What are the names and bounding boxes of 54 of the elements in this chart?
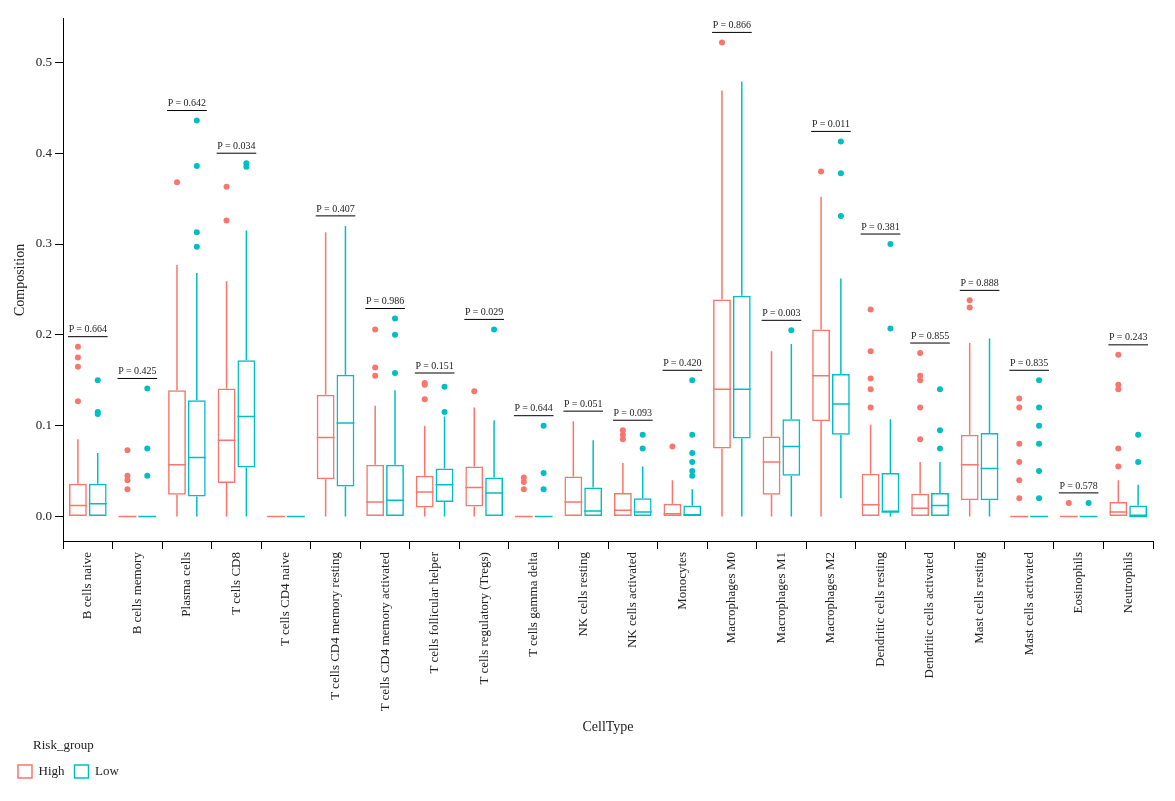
x-tick-label: NK cells resting bbox=[574, 551, 590, 637]
annotation: P = 0.381 bbox=[861, 220, 900, 232]
y-tick-label: 0.3 bbox=[35, 235, 53, 251]
x-tick-label: Eosinophils bbox=[1070, 552, 1086, 614]
legend-title: Risk_group bbox=[33, 737, 94, 753]
x-tick-label: T cells CD8 bbox=[227, 552, 243, 615]
x-tick-label: Monocytes bbox=[673, 552, 689, 610]
annotation: P = 0.420 bbox=[663, 356, 702, 368]
annotation: P = 0.425 bbox=[118, 365, 157, 377]
annotation: P = 0.003 bbox=[762, 306, 801, 318]
x-tick-label: Dendritic cells resting bbox=[871, 551, 887, 667]
x-tick-label: T cells CD4 memory resting bbox=[326, 551, 342, 700]
y-tick-label: 0.2 bbox=[35, 326, 53, 342]
x-tick-label: T cells CD4 naive bbox=[277, 551, 293, 647]
annotation: P = 0.011 bbox=[811, 118, 850, 130]
x-tick-label: B cells naive bbox=[79, 551, 95, 620]
annotation: P = 0.866 bbox=[712, 19, 752, 31]
annotation: P = 0.664 bbox=[68, 323, 107, 335]
y-axis-title: Composition bbox=[12, 243, 28, 317]
x-tick-label: Macrophages M0 bbox=[723, 552, 739, 644]
annotation: P = 0.986 bbox=[365, 295, 405, 307]
annotation: P = 0.835 bbox=[1009, 356, 1049, 368]
y-tick-label: 0.4 bbox=[35, 144, 53, 160]
x-tick-label: T cells gamma delta bbox=[525, 551, 541, 657]
x-tick-label: Dendritic cells activated bbox=[921, 551, 937, 679]
x-tick-label: Macrophages M1 bbox=[772, 552, 788, 644]
annotation: P = 0.644 bbox=[514, 402, 553, 414]
y-tick-label: 0.1 bbox=[35, 417, 53, 433]
annotation: P = 0.051 bbox=[564, 397, 603, 409]
annotation: P = 0.407 bbox=[316, 202, 355, 214]
annotation: P = 0.578 bbox=[1059, 479, 1098, 491]
annotation: P = 0.642 bbox=[167, 97, 207, 109]
annotation: P = 0.855 bbox=[910, 329, 950, 341]
x-tick-label: Mast cells resting bbox=[971, 551, 987, 644]
x-tick-label: T cells follicular helper bbox=[426, 551, 442, 674]
x-tick-label: B cells memory bbox=[128, 551, 144, 635]
annotation: P = 0.243 bbox=[1109, 331, 1148, 343]
annotation: P = 0.151 bbox=[415, 359, 454, 371]
annotation: P = 0.034 bbox=[217, 139, 256, 151]
x-tick-label: Macrophages M2 bbox=[822, 552, 838, 644]
annotation: P = 0.888 bbox=[960, 276, 999, 288]
x-tick-label: Mast cells activated bbox=[1020, 551, 1036, 656]
x-tick-label: T cells regulatory (Tregs) bbox=[475, 552, 491, 685]
y-tick-label: 0.0 bbox=[35, 507, 53, 523]
x-tick-label: NK cells activated bbox=[624, 551, 640, 649]
legend-label: High bbox=[38, 762, 65, 778]
legend-label: Low bbox=[95, 762, 120, 778]
annotation: P = 0.029 bbox=[465, 306, 504, 318]
y-tick-label: 0.5 bbox=[35, 53, 53, 69]
x-tick-label: Plasma cells bbox=[178, 552, 194, 617]
x-tick-label: Neutrophils bbox=[1119, 552, 1135, 614]
x-axis-title: CellType bbox=[582, 718, 634, 734]
annotation: P = 0.093 bbox=[613, 406, 652, 418]
x-tick-label: T cells CD4 memory activated bbox=[376, 551, 392, 712]
